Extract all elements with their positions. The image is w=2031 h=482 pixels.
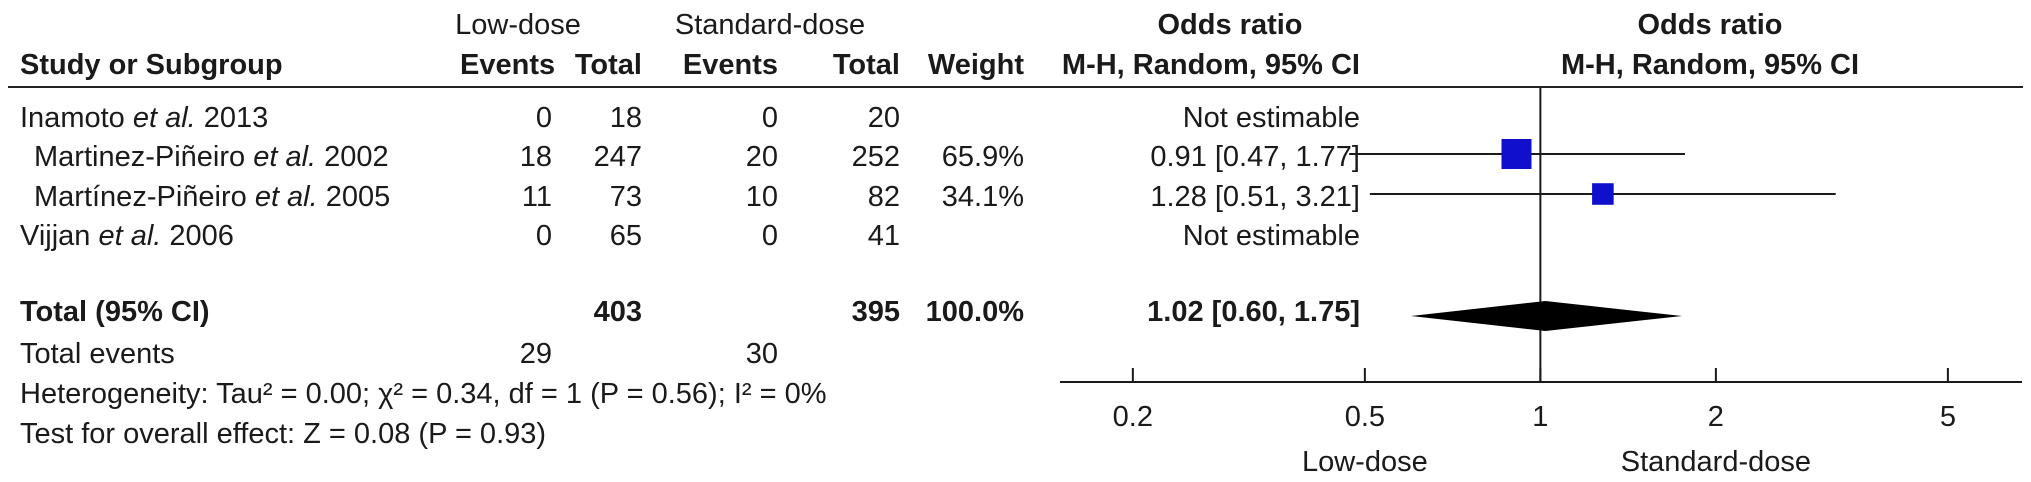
- plot-method-header: M-H, Random, 95% CI: [1560, 49, 1860, 81]
- axis-label-low-dose: Low-dose: [1302, 446, 1428, 478]
- or-ci-cell: Not estimable: [1182, 220, 1360, 252]
- events2-cell: 0: [761, 220, 778, 252]
- events1-header: Events: [460, 49, 556, 81]
- total2-cell: 20: [867, 102, 900, 134]
- study-marker: [1501, 139, 1532, 169]
- total-events-label: Total events: [20, 338, 175, 370]
- total2-header: Total: [832, 49, 900, 81]
- study-label: Martinez-Piñeiro et al. 2002: [34, 141, 389, 173]
- total-events1: 29: [519, 338, 552, 370]
- or-ci-cell: 0.91 [0.47, 1.77]: [1150, 141, 1360, 173]
- study-column-header: Study or Subgroup: [20, 49, 283, 81]
- plot-title-header: Odds ratio: [1637, 9, 1783, 41]
- events2-cell: 10: [745, 181, 778, 213]
- x-tick-label: 5: [1940, 401, 1956, 433]
- total1-sum: 403: [593, 296, 642, 328]
- or-title-header: Odds ratio: [1157, 9, 1303, 41]
- axis-label-standard-dose: Standard-dose: [1621, 446, 1811, 478]
- pooled-diamond: [1411, 301, 1683, 331]
- events1-cell: 0: [535, 220, 552, 252]
- total1-cell: 247: [593, 141, 642, 173]
- total2-sum: 395: [851, 296, 900, 328]
- events1-cell: 11: [521, 181, 552, 213]
- heterogeneity-text: Heterogeneity: Tau² = 0.00; χ² = 0.34, d…: [20, 378, 827, 410]
- header-divider: [8, 86, 2023, 88]
- x-tick-label: 0.2: [1113, 401, 1153, 433]
- total2-cell: 82: [867, 181, 900, 213]
- study-label: Martínez-Piñeiro et al. 2005: [34, 181, 391, 213]
- events2-cell: 20: [745, 141, 778, 173]
- total1-cell: 18: [609, 102, 642, 134]
- events1-cell: 18: [519, 141, 552, 173]
- total-label: Total (95% CI): [20, 296, 210, 328]
- group1-header: Low-dose: [455, 9, 581, 41]
- weight-cell: 34.1%: [941, 181, 1024, 213]
- total-weight: 100.0%: [925, 296, 1024, 328]
- events2-header: Events: [682, 49, 778, 81]
- study-label: Inamoto et al. 2013: [20, 102, 269, 134]
- or-ci-cell: 1.28 [0.51, 3.21]: [1150, 181, 1360, 213]
- x-tick-label: 0.5: [1345, 401, 1385, 433]
- weight-cell: 65.9%: [941, 141, 1024, 173]
- study-marker: [1592, 183, 1614, 205]
- total2-cell: 252: [851, 141, 900, 173]
- total-or-ci: 1.02 [0.60, 1.75]: [1147, 296, 1360, 328]
- total1-header: Total: [574, 49, 642, 81]
- x-tick-label: 2: [1708, 401, 1724, 433]
- study-label: Vijjan et al. 2006: [20, 220, 234, 252]
- total-events2: 30: [745, 338, 778, 370]
- or-ci-cell: Not estimable: [1182, 102, 1360, 134]
- overall-effect-text: Test for overall effect: Z = 0.08 (P = 0…: [20, 418, 547, 450]
- total1-cell: 65: [609, 220, 642, 252]
- x-tick-label: 1: [1532, 401, 1548, 433]
- group2-header: Standard-dose: [674, 9, 866, 41]
- events2-cell: 0: [761, 102, 778, 134]
- total2-cell: 41: [867, 220, 900, 252]
- total1-cell: 73: [609, 181, 642, 213]
- or-method-header: M-H, Random, 95% CI: [1061, 49, 1360, 81]
- weight-header: Weight: [927, 49, 1024, 81]
- events1-cell: 0: [535, 102, 552, 134]
